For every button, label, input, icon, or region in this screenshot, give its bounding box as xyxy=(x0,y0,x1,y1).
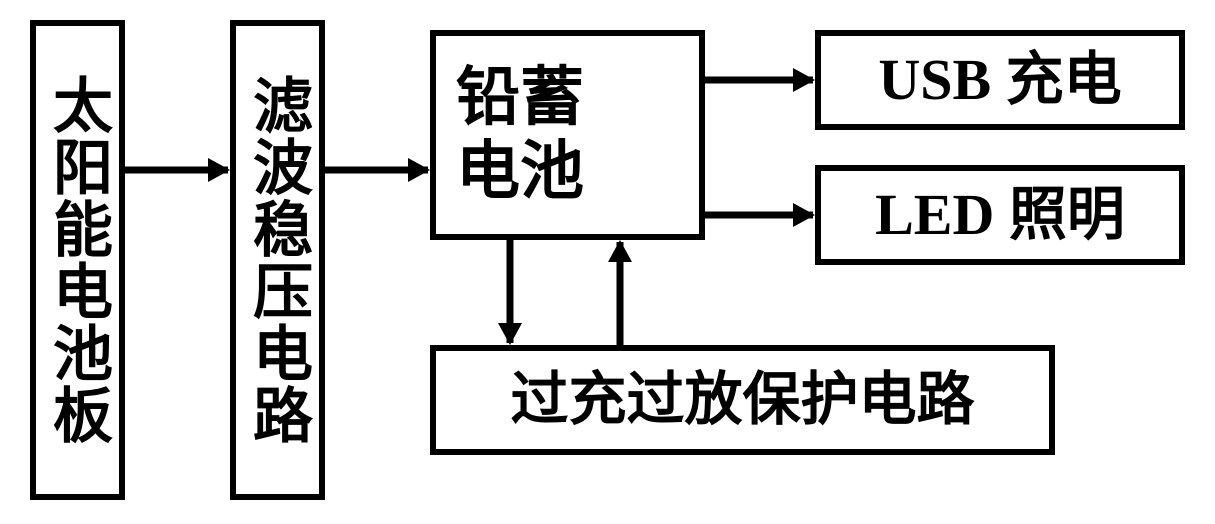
block-filter-regulator-label: 滤波稳压电路 xyxy=(245,74,311,446)
block-solar-panel: 太阳能电池板 xyxy=(30,20,125,500)
block-led-lighting: LED 照明 xyxy=(815,165,1185,265)
block-filter-regulator: 滤波稳压电路 xyxy=(230,20,325,500)
block-protection-circuit: 过充过放保护电路 xyxy=(430,345,1055,455)
block-solar-panel-label: 太阳能电池板 xyxy=(45,74,111,446)
block-led-lighting-label: LED 照明 xyxy=(875,182,1125,249)
block-usb-charging: USB 充电 xyxy=(815,30,1185,130)
block-lead-battery-label: 铅蓄 电池 xyxy=(456,61,584,208)
block-usb-charging-label: USB 充电 xyxy=(878,47,1121,114)
block-protection-circuit-label: 过充过放保护电路 xyxy=(510,367,974,434)
block-lead-battery: 铅蓄 电池 xyxy=(430,30,705,240)
